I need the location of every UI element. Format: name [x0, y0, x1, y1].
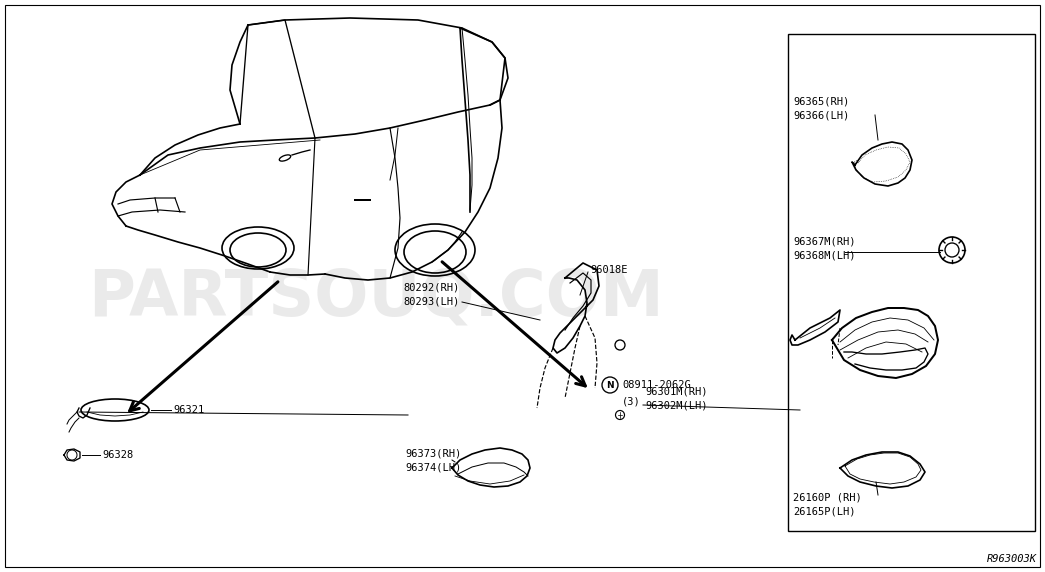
Text: 96328: 96328 [102, 450, 134, 460]
Text: 26160P (RH)
26165P(LH): 26160P (RH) 26165P(LH) [793, 493, 862, 517]
Text: PARTSOUQ.COM: PARTSOUQ.COM [89, 267, 664, 328]
Text: 80292(RH)
80293(LH): 80292(RH) 80293(LH) [403, 283, 460, 307]
Text: N: N [606, 380, 613, 390]
Text: 96301M(RH)
96302M(LH): 96301M(RH) 96302M(LH) [645, 386, 707, 410]
Text: 96367M(RH)
96368M(LH): 96367M(RH) 96368M(LH) [793, 236, 856, 260]
Text: 96321: 96321 [173, 405, 204, 415]
Text: 96365(RH)
96366(LH): 96365(RH) 96366(LH) [793, 96, 850, 120]
Text: 96373(RH)
96374(LH): 96373(RH) 96374(LH) [405, 448, 461, 472]
Text: R963003K: R963003K [986, 554, 1037, 564]
Bar [788, 34, 1035, 531]
Text: (3): (3) [622, 396, 641, 406]
Text: 96018E: 96018E [590, 265, 627, 275]
Text: 08911-2062G: 08911-2062G [622, 380, 691, 390]
